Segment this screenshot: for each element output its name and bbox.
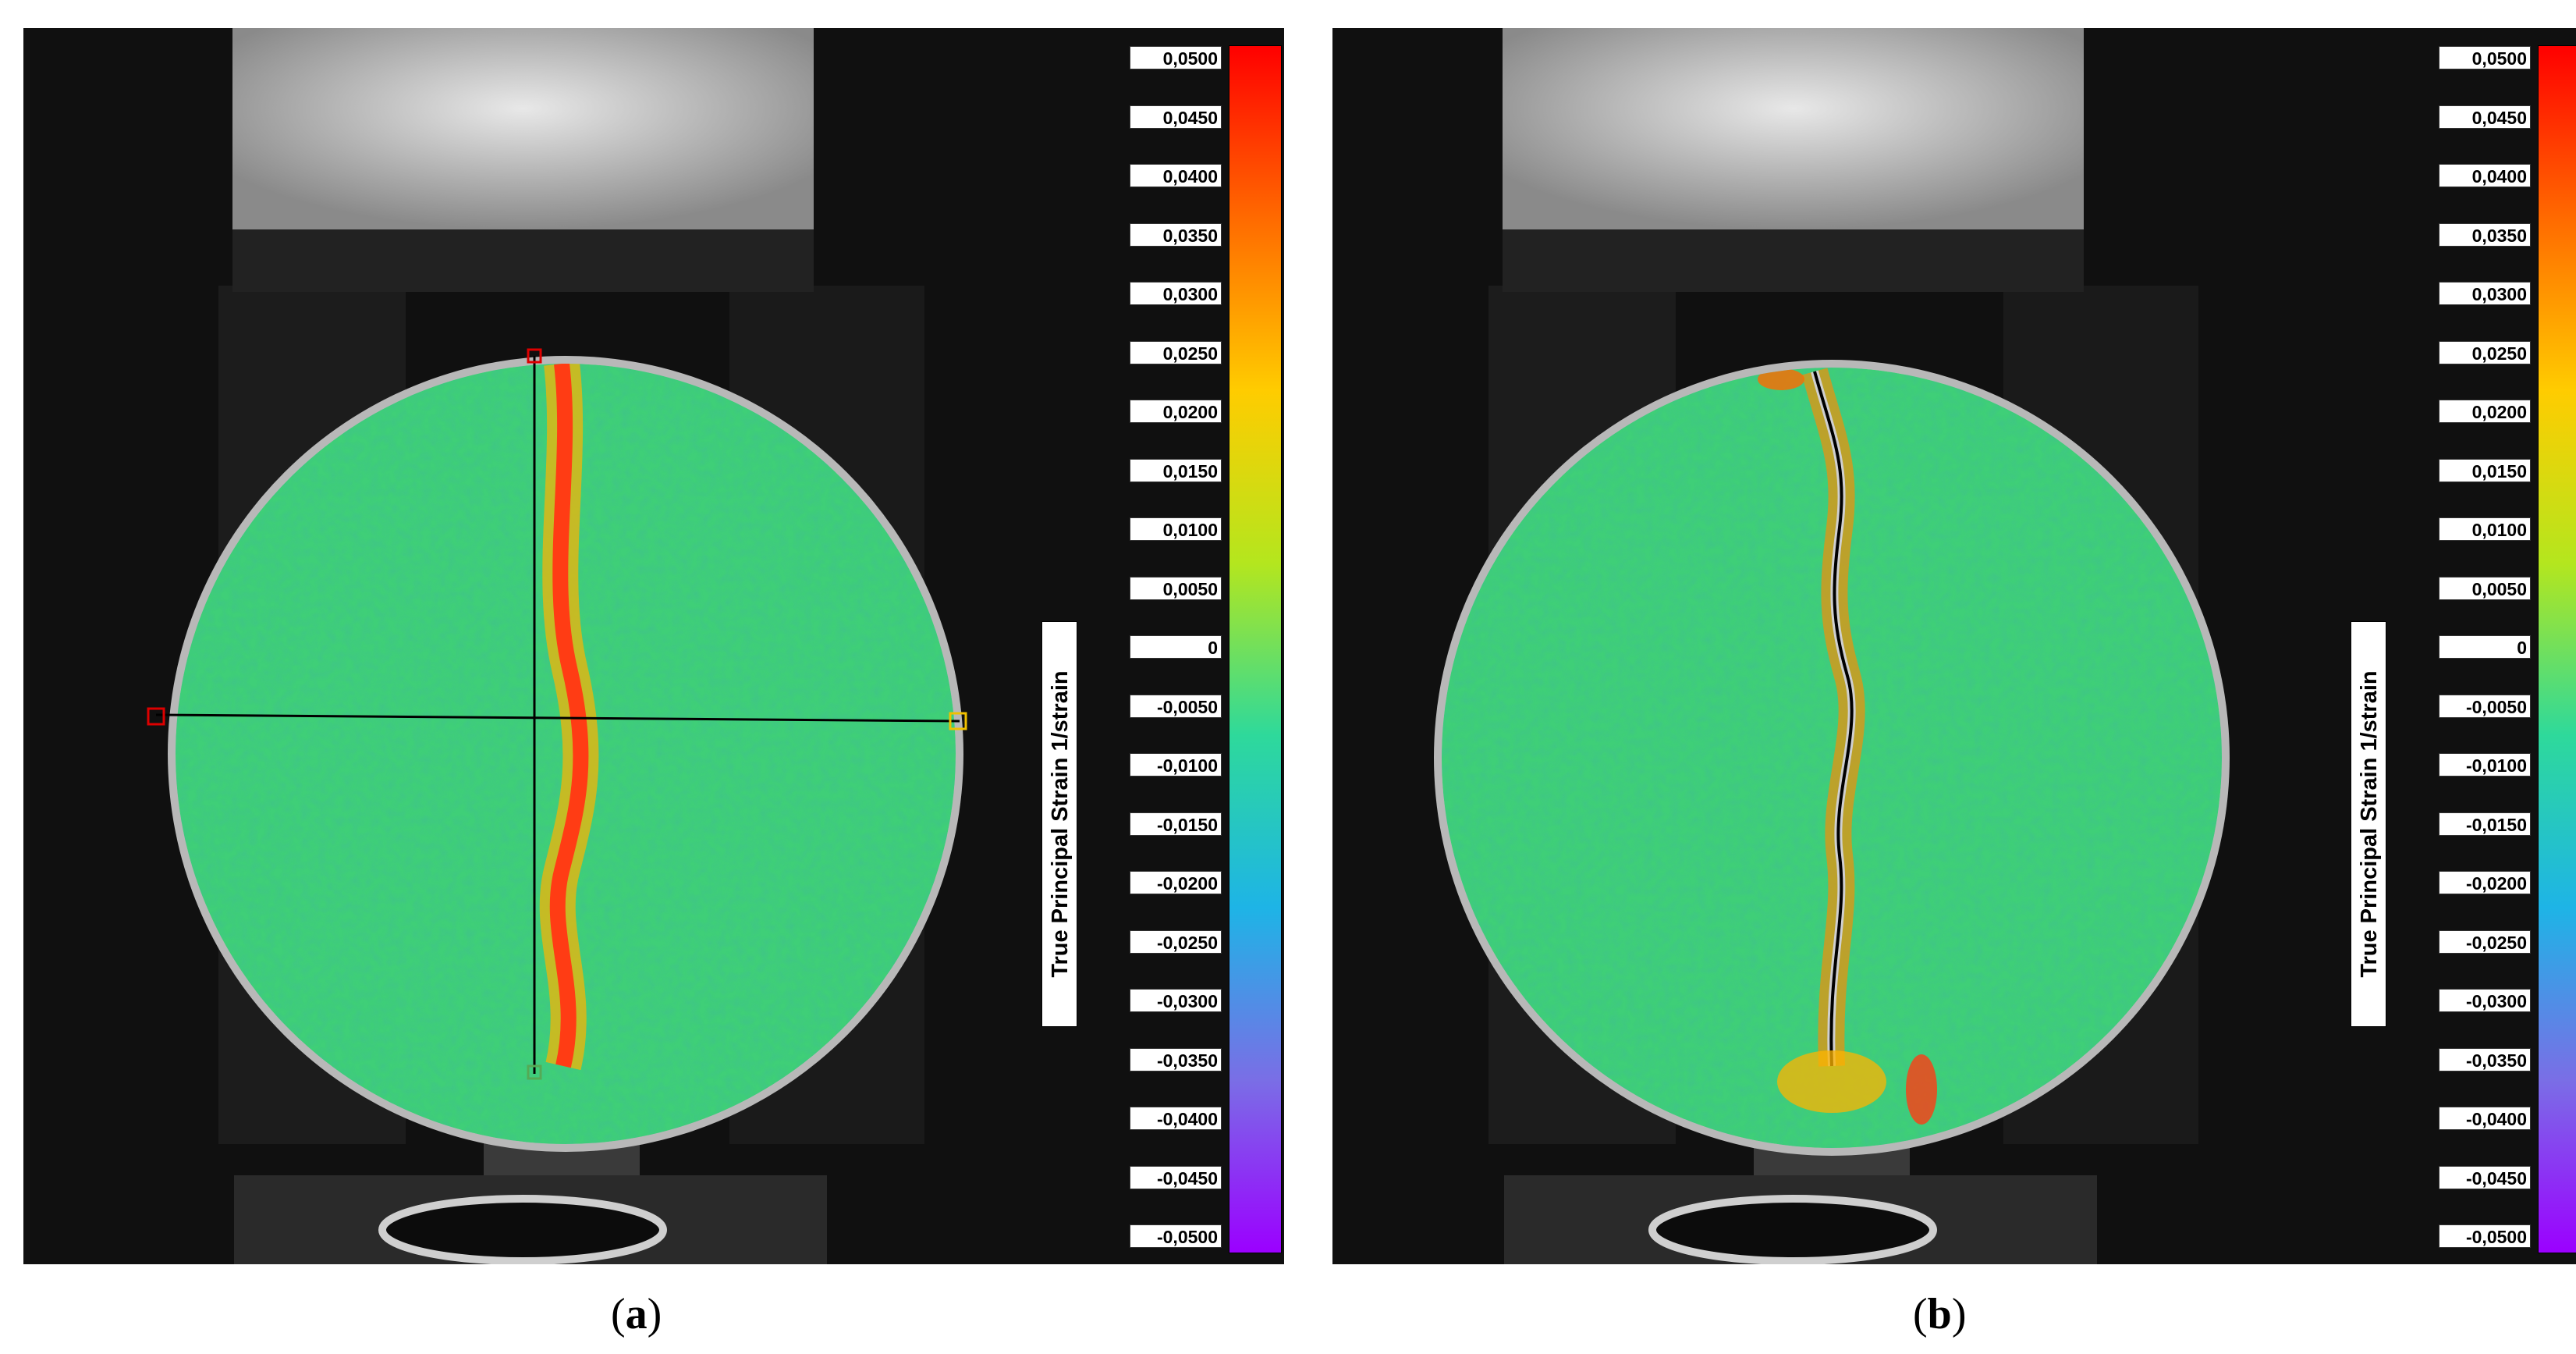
colorbar-tick-label: 0,0250 <box>1130 340 1222 364</box>
caption-letter: b <box>1927 1290 1952 1338</box>
colorbar-tick-label: -0,0500 <box>2439 1224 2531 1248</box>
colorbar-tick-label: 0,0200 <box>1130 400 1222 423</box>
gauge-point-top <box>527 348 542 364</box>
colorbar-tick-label: 0,0250 <box>2439 340 2531 364</box>
upper-platen <box>232 28 814 229</box>
colorbar-tick-label: -0,0100 <box>1130 753 1222 777</box>
caption-b: (b) <box>1913 1289 1966 1339</box>
strain-band <box>549 364 589 1068</box>
colorbar-tick-label: 0,0050 <box>1130 576 1222 600</box>
colorbar-tick-label: 0,0300 <box>2439 282 2531 305</box>
colorbar-tick-label: 0,0100 <box>2439 517 2531 541</box>
colorbar-tick-label: -0,0250 <box>1130 929 1222 954</box>
colorbar-tick-label: -0,0250 <box>2439 929 2531 954</box>
colorbar-tick-label: 0,0300 <box>1130 282 1222 305</box>
colorbar-tick-label: -0,0200 <box>2439 871 2531 894</box>
colorbar-tick-label: -0,0350 <box>2439 1047 2531 1071</box>
colorbar-tick-label: -0,0300 <box>2439 989 2531 1012</box>
colorbar-tick-label: 0,0050 <box>2439 576 2531 600</box>
colorbar-tick-label: -0,0150 <box>1130 812 1222 836</box>
colorbar-title: True Principal Strain 1/strain <box>2351 621 2386 1027</box>
colorbar-tick-label: 0 <box>1130 635 1222 659</box>
colorbar-tick-label: 0,0500 <box>2439 46 2531 69</box>
caption-a: (a) <box>611 1289 662 1339</box>
colorbar-tick-label: -0,0350 <box>1130 1047 1222 1071</box>
colorbar-tick-label: 0,0400 <box>1130 164 1222 187</box>
gauge-point-left <box>147 707 165 726</box>
colorbar-tick-label: 0,0400 <box>2439 164 2531 187</box>
gauge-point-bottom <box>527 1064 542 1080</box>
upper-platen <box>1503 28 2084 229</box>
colorbar-tick-label: 0,0450 <box>1130 105 1222 129</box>
horizontal-gauge-line <box>155 713 960 723</box>
caption-open: ( <box>611 1290 626 1338</box>
colorbar-tick-label: 0,0450 <box>2439 105 2531 129</box>
colorbar-tick-label: 0,0500 <box>1130 46 1222 69</box>
colorbar-tick-label: -0,0450 <box>1130 1165 1222 1189</box>
caption-close: ) <box>647 1290 662 1338</box>
colorbar-tick-label: 0,0150 <box>2439 458 2531 482</box>
colorbar-tick-label: -0,0200 <box>1130 871 1222 894</box>
colorbar-ticks: 0,0500 0,0450 0,0400 0,0350 0,0300 0,0250 0,02… <box>1122 28 1222 1264</box>
colorbar-tick-label: -0,0150 <box>2439 812 2531 836</box>
colorbar-tick-label: -0,0400 <box>2439 1107 2531 1130</box>
colorbar-tick-label: -0,0100 <box>2439 753 2531 777</box>
gauge-point-right <box>949 712 967 730</box>
colorbar-tick-label: 0,0350 <box>2439 222 2531 247</box>
colorbar <box>1229 45 1282 1253</box>
caption-letter: a <box>625 1290 648 1338</box>
colorbar-tick-label: 0,0100 <box>1130 517 1222 541</box>
colorbar-tick-label: 0 <box>2439 635 2531 659</box>
dic-panel-b: True Principal Strain 1/strain 0,0500 0,0… <box>1332 28 2576 1264</box>
colorbar-tick-label: 0,0200 <box>2439 400 2531 423</box>
colorbar-tick-label: -0,0300 <box>1130 989 1222 1012</box>
colorbar-tick-label: -0,0500 <box>1130 1224 1222 1248</box>
caption-close: ) <box>1951 1290 1967 1338</box>
caption-open: ( <box>1913 1290 1928 1338</box>
colorbar-tick-label: -0,0450 <box>2439 1165 2531 1189</box>
colorbar-title: True Principal Strain 1/strain <box>1041 621 1077 1027</box>
colorbar-tick-label: -0,0400 <box>1130 1107 1222 1130</box>
colorbar-ticks: 0,0500 0,0450 0,0400 0,0350 0,0300 0,0250 0,02… <box>2431 28 2531 1264</box>
crack-line <box>1813 371 1854 1067</box>
specimen-image-a <box>23 28 1284 1264</box>
colorbar-tick-label: -0,0050 <box>2439 694 2531 718</box>
specimen-image-b <box>1332 28 2576 1264</box>
colorbar-tick-label: 0,0350 <box>1130 222 1222 247</box>
colorbar-tick-label: 0,0150 <box>1130 458 1222 482</box>
colorbar <box>2538 45 2576 1253</box>
colorbar-tick-label: -0,0050 <box>1130 694 1222 718</box>
dic-panel-a: True Principal Strain 1/strain 0,0500 0,0… <box>23 28 1284 1264</box>
